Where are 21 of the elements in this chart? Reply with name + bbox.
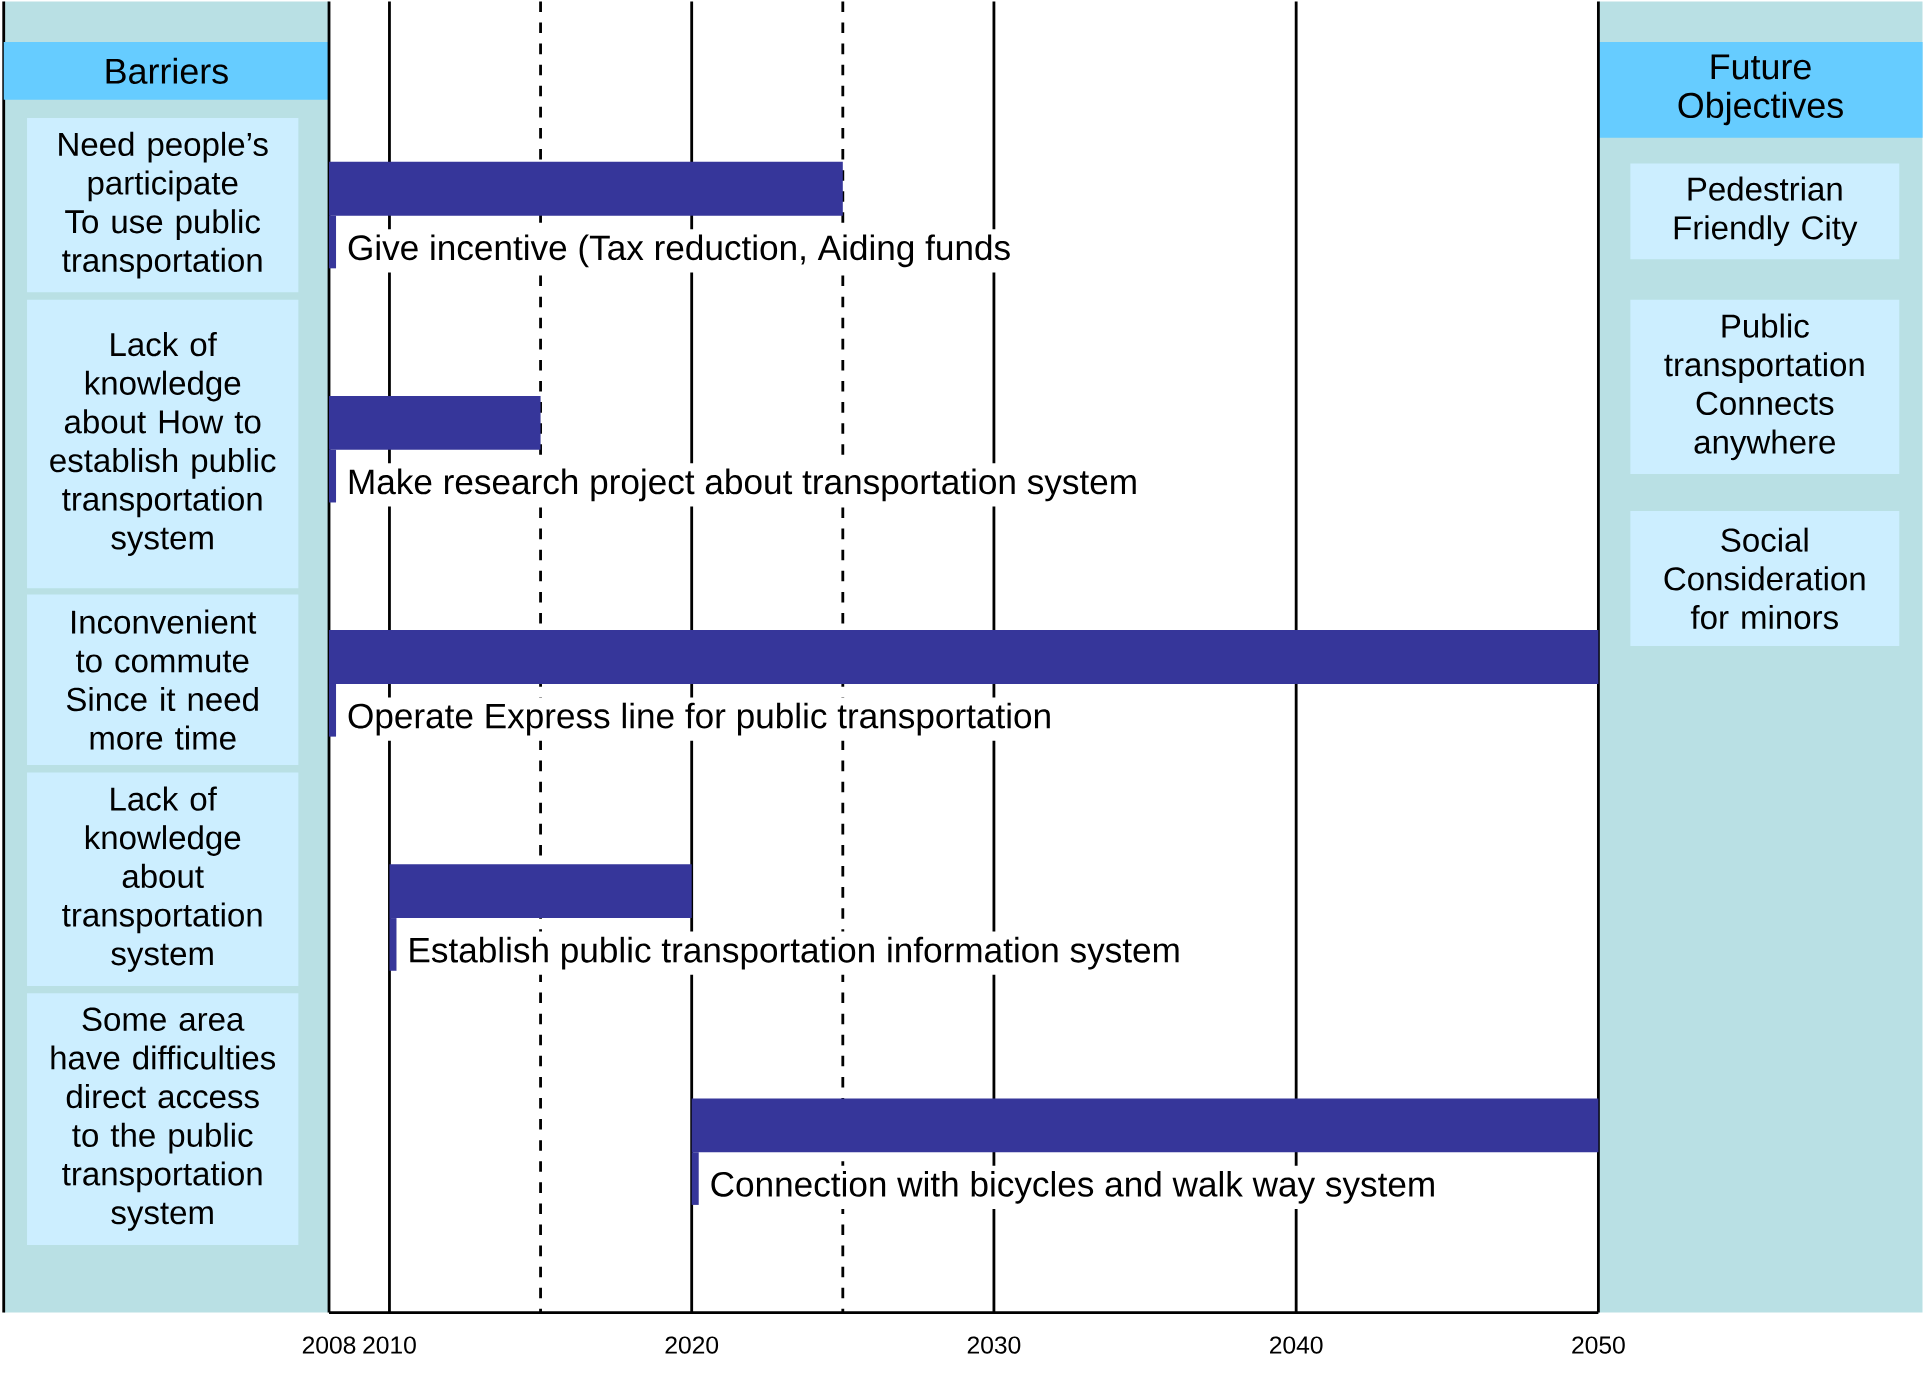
- text: Inconvenient to commute Since it need more time: [66, 609, 258, 750]
- text: Need people’s participate To use public transportation: [59, 131, 268, 279]
- y-tick-label: Operate Express line for public transportation: [348, 702, 1050, 736]
- text: Lack of knowledge about How to establish public transportation system: [50, 331, 276, 556]
- text: Future Objectives: [1678, 54, 1843, 125]
- y-tick-label: Give incentive (Tax reduction, Aiding funds: [348, 234, 1010, 267]
- y-tick-label: Establish public transportation information system: [410, 936, 1179, 970]
- y-tick-label: Connection with bicycles and walk way system: [711, 1170, 1434, 1204]
- text: Public transportation Connects anywhere: [1664, 313, 1864, 461]
- text: Lack of knowledge about transportation system: [62, 786, 262, 972]
- x-tick-label: 2008: [302, 1336, 356, 1354]
- y-tick-label: Make research project about transportation system: [349, 468, 1136, 502]
- x-tick-label: 2020: [665, 1336, 719, 1354]
- x-tick-label: 2030: [967, 1336, 1021, 1354]
- text: Social Consideration for minors: [1664, 527, 1865, 629]
- x-tick-label: 2010: [363, 1336, 416, 1354]
- text: Barriers: [106, 57, 228, 84]
- x-tick-label: 2050: [1572, 1336, 1625, 1354]
- text: Pedestrian Friendly City: [1674, 176, 1858, 246]
- text: Some area have difficulties direct access to the public transportation system: [51, 1007, 276, 1231]
- x-tick-label: 2040: [1270, 1336, 1323, 1354]
